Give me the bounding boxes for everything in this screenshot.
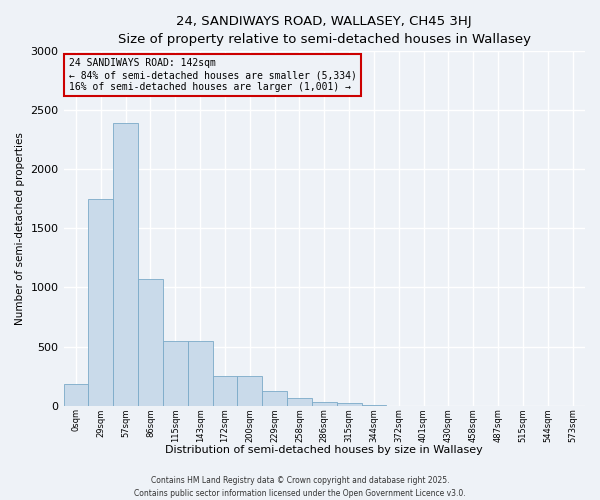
X-axis label: Distribution of semi-detached houses by size in Wallasey: Distribution of semi-detached houses by … — [166, 445, 483, 455]
Bar — [287, 398, 312, 406]
Text: 24 SANDIWAYS ROAD: 142sqm
← 84% of semi-detached houses are smaller (5,334)
16% : 24 SANDIWAYS ROAD: 142sqm ← 84% of semi-… — [69, 58, 356, 92]
Bar — [362, 405, 386, 406]
Bar — [188, 341, 212, 406]
Bar — [88, 199, 113, 406]
Bar — [163, 341, 188, 406]
Y-axis label: Number of semi-detached properties: Number of semi-detached properties — [15, 132, 25, 325]
Bar — [238, 376, 262, 406]
Bar — [138, 279, 163, 406]
Bar — [262, 391, 287, 406]
Bar — [312, 402, 337, 406]
Bar — [337, 403, 362, 406]
Title: 24, SANDIWAYS ROAD, WALLASEY, CH45 3HJ
Size of property relative to semi-detache: 24, SANDIWAYS ROAD, WALLASEY, CH45 3HJ S… — [118, 15, 531, 46]
Bar — [64, 384, 88, 406]
Bar — [113, 124, 138, 406]
Bar — [212, 376, 238, 406]
Text: Contains HM Land Registry data © Crown copyright and database right 2025.
Contai: Contains HM Land Registry data © Crown c… — [134, 476, 466, 498]
